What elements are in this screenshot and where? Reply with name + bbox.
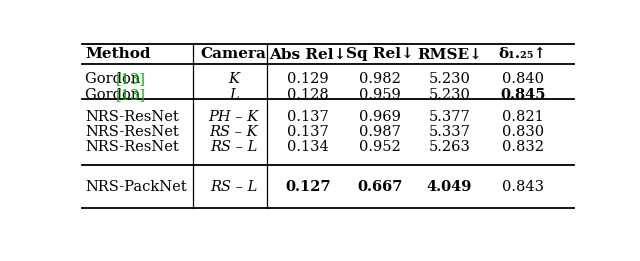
Text: RS – L: RS – L [210, 140, 257, 155]
Text: RMSE↓: RMSE↓ [417, 47, 482, 61]
Text: RS – L: RS – L [210, 180, 257, 194]
Text: Camera: Camera [201, 47, 267, 61]
Text: Gordon: Gordon [85, 72, 145, 86]
Text: 0.667: 0.667 [357, 180, 403, 194]
Text: 0.832: 0.832 [502, 140, 544, 155]
Text: PH – K: PH – K [209, 110, 259, 124]
Text: 0.137: 0.137 [287, 110, 329, 124]
Text: 5.230: 5.230 [429, 88, 470, 102]
Text: 5.377: 5.377 [429, 110, 470, 124]
Text: 5.337: 5.337 [429, 125, 470, 139]
Text: RS – K: RS – K [209, 125, 258, 139]
Text: Gordon: Gordon [85, 88, 145, 102]
Text: 0.128: 0.128 [287, 88, 329, 102]
Text: 0.982: 0.982 [359, 72, 401, 86]
Text: 0.959: 0.959 [359, 88, 401, 102]
Text: NRS-ResNet: NRS-ResNet [85, 140, 179, 155]
Text: [13]: [13] [116, 72, 146, 86]
Text: 0.845: 0.845 [500, 88, 545, 102]
Text: 0.830: 0.830 [502, 125, 544, 139]
Text: NRS-ResNet: NRS-ResNet [85, 125, 179, 139]
Text: 5.263: 5.263 [429, 140, 470, 155]
Text: 0.129: 0.129 [287, 72, 329, 86]
Text: 0.127: 0.127 [285, 180, 331, 194]
Text: 0.952: 0.952 [359, 140, 401, 155]
Text: 0.843: 0.843 [502, 180, 544, 194]
Text: 5.230: 5.230 [429, 72, 470, 86]
Text: [13]: [13] [116, 88, 146, 102]
Text: L: L [229, 88, 239, 102]
Text: Method: Method [85, 47, 150, 61]
Text: NRS-PackNet: NRS-PackNet [85, 180, 187, 194]
Text: δ₁.₂₅↑: δ₁.₂₅↑ [499, 47, 547, 61]
Text: Sq Rel↓: Sq Rel↓ [346, 47, 414, 61]
Text: 0.969: 0.969 [359, 110, 401, 124]
Text: 0.840: 0.840 [502, 72, 544, 86]
Text: 0.821: 0.821 [502, 110, 543, 124]
Text: K: K [228, 72, 239, 86]
Text: 0.137: 0.137 [287, 125, 329, 139]
Text: 0.987: 0.987 [359, 125, 401, 139]
Text: Abs Rel↓: Abs Rel↓ [269, 47, 347, 61]
Text: 4.049: 4.049 [427, 180, 472, 194]
Text: 0.134: 0.134 [287, 140, 329, 155]
Text: NRS-ResNet: NRS-ResNet [85, 110, 179, 124]
